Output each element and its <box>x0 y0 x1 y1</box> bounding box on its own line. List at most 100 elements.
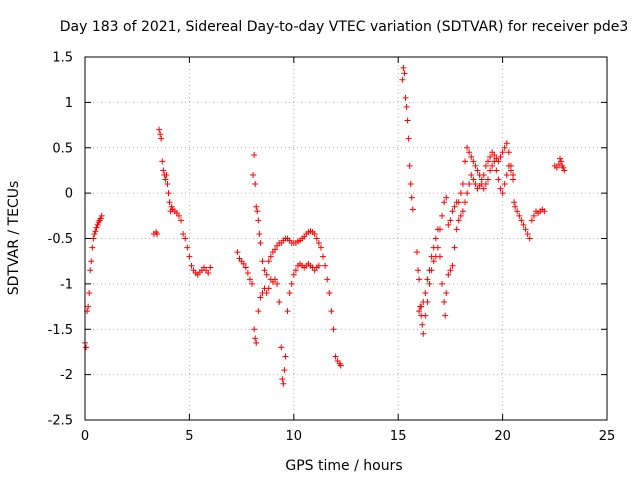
data-point <box>530 212 537 219</box>
data-point <box>402 94 409 101</box>
data-point <box>558 158 565 165</box>
data-point <box>439 280 446 287</box>
data-point <box>524 230 531 237</box>
data-point <box>280 380 287 387</box>
data-point <box>436 253 443 260</box>
data-point <box>526 235 533 242</box>
data-point <box>98 212 105 219</box>
data-point <box>474 167 481 174</box>
data-point <box>89 244 96 251</box>
data-point <box>328 308 335 315</box>
data-point <box>419 321 426 328</box>
data-point <box>250 171 257 178</box>
data-series <box>399 64 416 213</box>
data-point <box>91 230 98 237</box>
data-point <box>487 167 494 174</box>
data-point <box>470 158 477 165</box>
data-series <box>251 260 322 387</box>
data-point <box>484 176 491 183</box>
data-point <box>257 294 264 301</box>
data-point <box>484 158 491 165</box>
data-point <box>489 162 496 169</box>
data-point <box>276 299 283 306</box>
y-tick-label: 1 <box>65 96 73 111</box>
data-point <box>480 171 487 178</box>
data-point <box>158 135 165 142</box>
data-point <box>557 155 564 162</box>
data-point <box>267 253 274 260</box>
data-point <box>252 335 259 342</box>
data-point <box>442 312 449 319</box>
data-point <box>482 162 489 169</box>
data-point <box>457 190 464 197</box>
data-point <box>426 267 433 274</box>
data-point <box>399 76 406 83</box>
data-point <box>497 153 504 160</box>
data-point <box>274 280 281 287</box>
data-point <box>516 212 523 219</box>
data-point <box>272 246 279 253</box>
data-point <box>462 199 469 206</box>
y-tick-label: -1.5 <box>48 323 73 338</box>
data-point <box>90 235 97 242</box>
data-point <box>407 181 414 188</box>
y-tick-label: -2.5 <box>48 414 73 429</box>
data-point <box>455 217 462 224</box>
y-tick-label: 0 <box>65 187 73 202</box>
data-point <box>503 171 510 178</box>
x-tick-label: 5 <box>185 429 193 444</box>
data-point <box>188 262 195 269</box>
data-point <box>553 164 560 171</box>
data-point <box>470 176 477 183</box>
data-point <box>462 158 469 165</box>
data-point <box>464 144 471 151</box>
data-point <box>265 258 272 265</box>
y-axis-ticks: -2.5 -2 -1.5 -1 -0.5 0 0.5 1 1.5 <box>48 51 607 429</box>
data-point <box>499 190 506 197</box>
data-point <box>255 308 262 315</box>
data-point <box>404 117 411 124</box>
data-point <box>428 253 435 260</box>
data-point <box>507 167 514 174</box>
data-point <box>234 249 241 256</box>
data-point <box>83 344 90 351</box>
data-point <box>249 280 256 287</box>
data-point <box>468 171 475 178</box>
data-point <box>443 289 450 296</box>
data-point <box>292 267 299 274</box>
y-axis-label: SDTVAR / TECUs <box>6 181 22 296</box>
data-point <box>480 185 487 192</box>
x-tick-label: 10 <box>286 429 303 444</box>
data-point <box>182 235 189 242</box>
data-point <box>512 203 519 210</box>
data-point <box>324 276 331 283</box>
data-point <box>441 299 448 306</box>
data-point <box>282 353 289 360</box>
data-point <box>432 235 439 242</box>
data-point <box>242 264 249 271</box>
data-point <box>207 264 214 271</box>
data-point <box>449 262 456 269</box>
data-point <box>561 167 568 174</box>
data-point <box>263 271 270 278</box>
data-point <box>422 312 429 319</box>
data-point <box>505 162 512 169</box>
data-point <box>491 152 498 159</box>
data-point <box>447 267 454 274</box>
data-point <box>441 199 448 206</box>
data-point <box>256 230 263 237</box>
data-point <box>244 269 251 276</box>
data-point <box>520 221 527 228</box>
data-point <box>408 194 415 201</box>
data-point <box>278 344 285 351</box>
data-point <box>261 267 268 274</box>
data-point <box>422 289 429 296</box>
data-point <box>97 215 104 222</box>
data-point <box>472 162 479 169</box>
data-point <box>93 224 100 231</box>
data-point <box>240 260 247 267</box>
data-point <box>501 181 508 188</box>
data-point <box>168 203 175 210</box>
x-tick-label: 15 <box>390 429 407 444</box>
